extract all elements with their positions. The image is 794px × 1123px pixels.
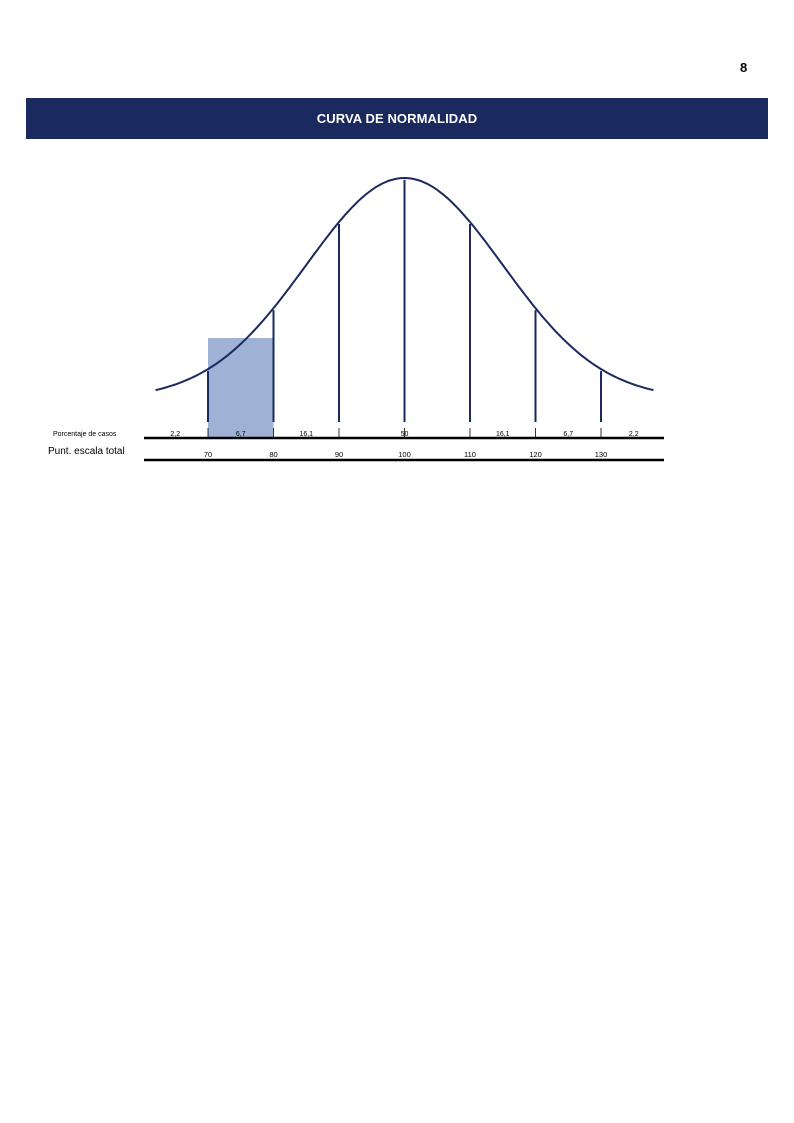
normal-curve xyxy=(155,176,654,392)
score-label: 120 xyxy=(529,450,542,459)
percent-label: 6,7 xyxy=(563,431,573,438)
score-label: 70 xyxy=(204,450,212,459)
score-label: 80 xyxy=(269,450,277,459)
percent-label: 50 xyxy=(401,431,409,438)
normal-curve-chart: Porcentaje de casos Punt. escala total 2… xyxy=(48,176,664,462)
percent-label: 16,1 xyxy=(299,431,313,438)
percent-labels: 2,2 6,7 16,1 50 16,1 6,7 2,2 xyxy=(170,431,638,438)
axis-ticks xyxy=(207,428,602,438)
score-boundary-lines xyxy=(207,180,602,422)
score-label: 100 xyxy=(398,450,411,459)
page-title: CURVA DE NORMALIDAD xyxy=(316,111,478,126)
page-number: 8 xyxy=(740,60,748,75)
score-label: 110 xyxy=(464,450,476,459)
percent-label: 2,2 xyxy=(170,431,180,438)
title-bar: CURVA DE NORMALIDAD xyxy=(26,98,768,139)
percent-label: 6,7 xyxy=(236,431,246,438)
percent-row-label: Porcentaje de casos xyxy=(53,431,117,438)
highlight-band xyxy=(208,338,274,438)
score-label: 130 xyxy=(595,450,608,459)
percent-label: 2,2 xyxy=(629,431,639,438)
score-row-label: Punt. escala total xyxy=(48,446,125,457)
score-label: 90 xyxy=(335,450,343,459)
percent-label: 16,1 xyxy=(496,431,510,438)
score-labels: 70 80 90 100 110 120 130 xyxy=(204,450,607,459)
